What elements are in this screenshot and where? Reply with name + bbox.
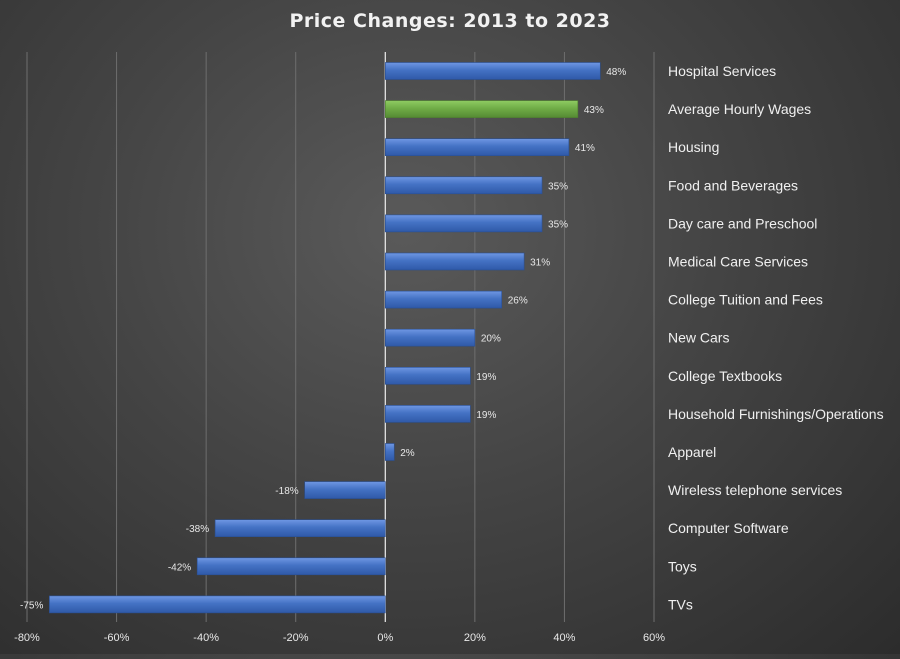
chart-title: Price Changes: 2013 to 2023	[289, 10, 611, 32]
x-tick-label: 20%	[464, 632, 486, 644]
x-tick-label: 0%	[377, 632, 393, 644]
bar-medical-care-services	[384, 252, 525, 271]
value-label: -38%	[186, 524, 209, 535]
bar-toys	[196, 557, 386, 576]
value-label: 31%	[530, 258, 550, 269]
value-label: -75%	[20, 600, 43, 611]
bar-day-care-and-preschool	[384, 214, 543, 233]
value-label: 19%	[476, 372, 496, 383]
bar-college-tuition-and-fees	[384, 290, 503, 309]
category-label: Medical Care Services	[668, 254, 808, 270]
x-tick-label: -40%	[193, 632, 219, 644]
bar-tvs	[49, 595, 386, 614]
category-label: Toys	[668, 558, 697, 574]
value-label: 2%	[400, 448, 415, 459]
value-label: 41%	[575, 143, 595, 154]
value-label: -18%	[275, 486, 298, 497]
bars	[49, 62, 601, 614]
category-label: Computer Software	[668, 520, 789, 536]
x-tick-label: -20%	[283, 632, 309, 644]
category-label: Food and Beverages	[668, 177, 798, 193]
category-label: Household Furnishings/Operations	[668, 406, 884, 422]
category-label: Apparel	[668, 444, 716, 460]
bar-average-hourly-wages	[384, 100, 579, 118]
category-label: Average Hourly Wages	[668, 101, 811, 117]
value-label: 19%	[476, 410, 496, 421]
bar-new-cars	[384, 328, 476, 347]
bar-hospital-services	[384, 62, 601, 80]
x-tick-label: 60%	[643, 632, 665, 644]
x-tick-label: -60%	[104, 632, 130, 644]
bar-computer-software	[214, 519, 386, 538]
bar-apparel	[384, 443, 395, 461]
bar-food-and-beverages	[384, 176, 543, 195]
value-label: 20%	[481, 334, 501, 345]
value-label: 26%	[508, 296, 528, 307]
bar-household-furnishings-operations	[384, 405, 471, 423]
category-label: New Cars	[668, 330, 729, 346]
category-label: Wireless telephone services	[668, 482, 842, 498]
category-label: Day care and Preschool	[668, 215, 817, 231]
category-labels: Hospital Services Average Hourly Wages Hou…	[668, 63, 884, 612]
x-tick-labels: -80% -60% -40% -20% 0% 20% 40% 60%	[14, 632, 665, 644]
value-label: 43%	[584, 105, 604, 116]
value-label: 35%	[548, 219, 568, 230]
x-tick-label: -80%	[14, 632, 40, 644]
bar-housing	[384, 138, 570, 156]
value-label: -42%	[168, 562, 191, 573]
bar-college-textbooks	[384, 366, 471, 385]
category-label: Hospital Services	[668, 63, 776, 79]
value-label: 48%	[606, 67, 626, 78]
bar-wireless-telephone-services	[304, 481, 386, 499]
category-label: College Tuition and Fees	[668, 292, 823, 308]
value-label: 35%	[548, 181, 568, 192]
category-label: Housing	[668, 139, 719, 155]
x-tick-label: 40%	[553, 632, 575, 644]
category-label: TVs	[668, 596, 693, 612]
category-label: College Textbooks	[668, 368, 782, 384]
value-labels: 48% 43% 41% 35% 35% 31% 26% 20% 19% 19% 2% -18% -38%…	[20, 67, 626, 611]
